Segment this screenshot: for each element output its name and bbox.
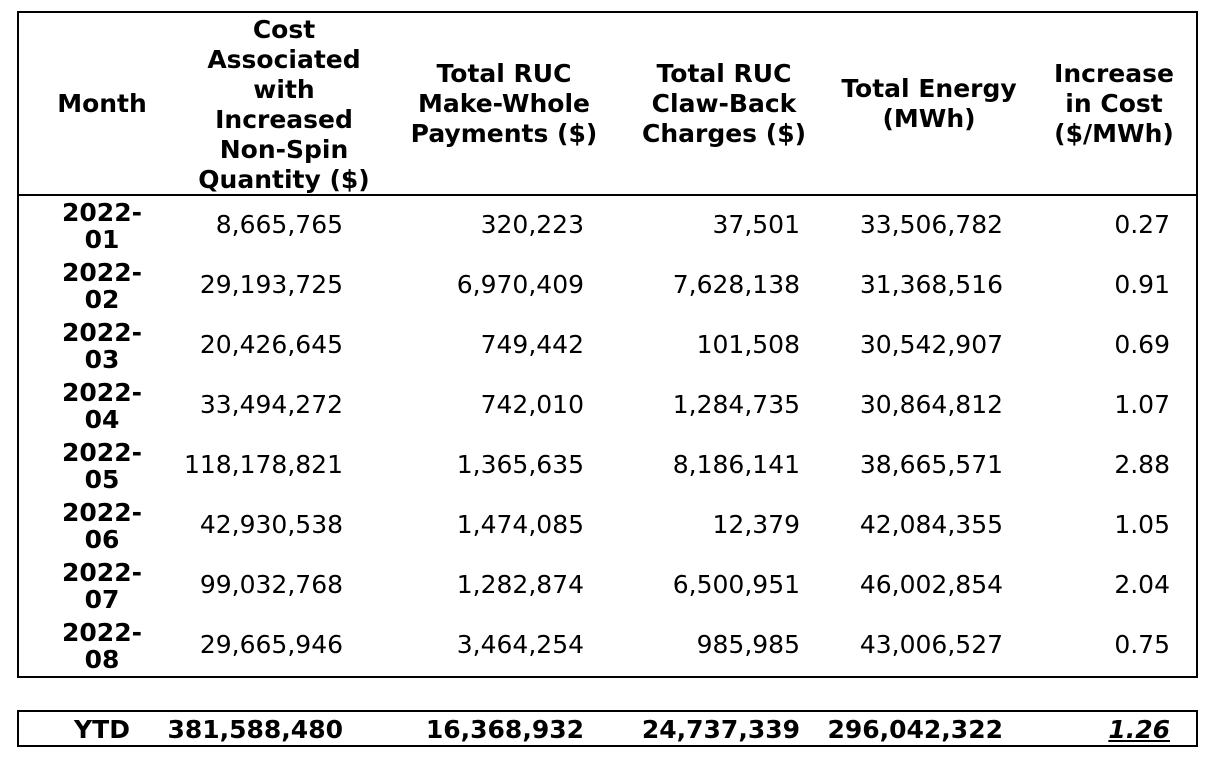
cell-cost: 33,494,272 [199,390,343,419]
cell-increase: 1.07 [1114,390,1170,419]
cell-energy: 31,368,516 [859,270,1003,299]
cell-energy: 43,006,527 [859,630,1003,659]
data-table: Month Cost Associated with Increased Non… [17,11,1198,678]
cell-energy: 42,084,355 [859,510,1003,539]
cell-energy: 38,665,571 [859,450,1003,479]
cell-energy: 30,542,907 [859,330,1003,359]
header-energy: Total Energy (MWh) [841,74,1017,133]
header-cost: Cost Associated with Increased Non-Spin … [198,15,370,194]
cell-make-whole: 742,010 [480,390,584,419]
table-row: 2022- 04 33,494,272 742,010 1,284,735 30,864… [19,376,1200,436]
ytd-energy: 296,042,322 [827,715,1003,744]
cell-claw-back: 1,284,735 [672,390,800,419]
table-row: 2022- 01 8,665,765 320,223 37,501 33,506,782… [19,196,1200,256]
cell-increase: 0.69 [1114,330,1170,359]
cell-increase: 0.91 [1114,270,1170,299]
header-month: Month [57,89,147,118]
cell-claw-back: 8,186,141 [672,450,800,479]
table-row: 2022- 06 42,930,538 1,474,085 12,379 42,084,… [19,496,1200,556]
cell-month: 2022- 02 [62,258,142,314]
header-divider [19,194,1196,196]
cell-cost: 118,178,821 [183,450,343,479]
cell-increase: 2.88 [1114,450,1170,479]
cell-increase: 0.27 [1114,210,1170,239]
table-row: 2022- 03 20,426,645 749,442 101,508 30,542,9… [19,316,1200,376]
cell-make-whole: 1,365,635 [456,450,584,479]
cell-claw-back: 101,508 [696,330,800,359]
cell-month: 2022- 05 [62,438,142,494]
ytd-label: YTD [74,715,130,744]
cell-cost: 8,665,765 [215,210,343,239]
table-row: 2022- 05 118,178,821 1,365,635 8,186,141 38,… [19,436,1200,496]
cell-increase: 2.04 [1114,570,1170,599]
cell-month: 2022- 03 [62,318,142,374]
ytd-cost: 381,588,480 [167,715,343,744]
ytd-claw-back: 24,737,339 [641,715,800,744]
ytd-table: YTD 381,588,480 16,368,932 24,737,339 29… [17,710,1198,747]
cell-increase: 0.75 [1114,630,1170,659]
cell-claw-back: 985,985 [696,630,800,659]
cell-month: 2022- 07 [62,558,142,614]
cell-cost: 42,930,538 [199,510,343,539]
header-claw-back: Total RUC Claw-Back Charges ($) [641,59,807,148]
cell-claw-back: 37,501 [712,210,800,239]
table-row: 2022- 08 29,665,946 3,464,254 985,985 43,006… [19,616,1200,676]
cell-energy: 46,002,854 [859,570,1003,599]
cell-make-whole: 1,282,874 [456,570,584,599]
cell-make-whole: 1,474,085 [456,510,584,539]
cell-make-whole: 320,223 [480,210,584,239]
cell-cost: 29,193,725 [199,270,343,299]
header-make-whole: Total RUC Make-Whole Payments ($) [410,59,598,148]
cell-month: 2022- 08 [62,618,142,674]
cell-make-whole: 3,464,254 [456,630,584,659]
cell-month: 2022- 06 [62,498,142,554]
ytd-row: YTD 381,588,480 16,368,932 24,737,339 29… [19,712,1200,764]
cell-make-whole: 749,442 [480,330,584,359]
cell-energy: 33,506,782 [859,210,1003,239]
table-row: 2022- 02 29,193,725 6,970,409 7,628,138 31,3… [19,256,1200,316]
cell-make-whole: 6,970,409 [456,270,584,299]
cell-claw-back: 6,500,951 [672,570,800,599]
table-row: 2022- 07 99,032,768 1,282,874 6,500,951 46,0… [19,556,1200,616]
cell-month: 2022- 01 [62,198,142,254]
cell-cost: 99,032,768 [199,570,343,599]
header-increase: Increase in Cost ($/MWh) [1054,59,1174,148]
ytd-increase: 1.26 [1108,715,1170,744]
cell-month: 2022- 04 [62,378,142,434]
cell-increase: 1.05 [1114,510,1170,539]
cell-claw-back: 7,628,138 [672,270,800,299]
cell-cost: 29,665,946 [199,630,343,659]
cell-claw-back: 12,379 [712,510,800,539]
ytd-make-whole: 16,368,932 [425,715,584,744]
cell-cost: 20,426,645 [199,330,343,359]
cell-energy: 30,864,812 [859,390,1003,419]
